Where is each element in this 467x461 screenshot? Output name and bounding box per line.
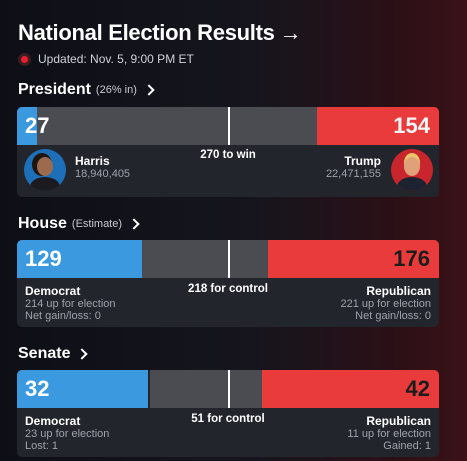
senate-dem-seats: 32 (25, 376, 50, 401)
house-control-threshold: 218 for control (188, 283, 268, 295)
page-title-text[interactable]: National Election Results (18, 20, 275, 45)
house-dem-change: Net gain/loss: 0 (25, 310, 101, 322)
senate-dem-party: Democrat (25, 414, 81, 428)
senate-rep-change: Gained: 1 (383, 440, 431, 452)
chevron-right-icon[interactable] (128, 218, 140, 230)
house-bar: 129 176 (17, 240, 439, 278)
chevron-right-icon[interactable] (76, 348, 89, 360)
harris-votes: 18,940,405 (75, 168, 131, 180)
live-dot-icon (18, 52, 31, 66)
house-rep-change: Net gain/loss: 0 (355, 310, 431, 322)
house-label[interactable]: House (18, 215, 67, 232)
house-card[interactable]: 129 176 Democrat 214 up for election Net… (17, 240, 439, 327)
reporting-percent: (26% in) (95, 84, 137, 96)
trump-votes: 22,471,155 (325, 168, 381, 180)
house-dem-party: Democrat (25, 284, 81, 298)
threshold-marker (228, 370, 230, 408)
president-card[interactable]: 27 154 Harris 18,940,405 270 to win Trum… (17, 107, 439, 197)
house-estimate-label: (Estimate) (71, 218, 123, 230)
updated-text: Updated: Nov. 5, 9:00 PM ET (38, 52, 194, 66)
senate-rep-up: 11 up for election (347, 428, 431, 440)
house-rep-party: Republican (366, 284, 431, 298)
dem-bar-fill (17, 107, 37, 145)
harris-name: Harris (75, 154, 110, 168)
threshold-marker (228, 107, 230, 145)
trump-avatar (391, 149, 433, 191)
senate-label[interactable]: Senate (18, 345, 71, 362)
president-section-link[interactable]: President (26% in) (18, 81, 155, 99)
page-header: National Election Results → Updated: Nov… (18, 20, 302, 66)
senate-dem-change: Lost: 1 (25, 440, 59, 452)
chevron-right-icon[interactable] (143, 84, 155, 96)
president-label[interactable]: President (18, 81, 91, 98)
rep-bar-fill (317, 107, 439, 145)
senate-section-link[interactable]: Senate (18, 345, 89, 363)
president-bar: 27 154 (17, 107, 439, 145)
bar-divider (148, 370, 150, 408)
trump-name: Trump (344, 154, 381, 168)
dem-bar-fill (17, 370, 148, 408)
page-title[interactable]: National Election Results → (18, 20, 302, 46)
senate-rep-seats: 42 (405, 376, 430, 401)
house-section-link[interactable]: House (Estimate) (18, 215, 140, 233)
house-dem-up: 214 up for election (25, 298, 116, 310)
win-threshold-label: 270 to win (200, 149, 256, 161)
senate-bar: 32 42 (17, 370, 439, 408)
house-rep-seats: 176 (393, 246, 430, 271)
updated-status: Updated: Nov. 5, 9:00 PM ET (18, 52, 301, 66)
senate-control-threshold: 51 for control (191, 413, 265, 425)
harris-electoral-votes: 27 (25, 113, 50, 138)
dem-bar-fill (17, 240, 142, 278)
senate-dem-up: 23 up for election (25, 428, 110, 440)
rep-bar-fill (262, 370, 439, 408)
house-rep-up: 221 up for election (340, 298, 431, 310)
president-candidates: Harris 18,940,405 270 to win Trump 22,47… (17, 145, 439, 193)
house-dem-seats: 129 (25, 246, 62, 271)
senate-rep-party: Republican (366, 414, 431, 428)
trump-electoral-votes: 154 (393, 113, 430, 138)
senate-details: Democrat 23 up for election Lost: 1 51 f… (17, 408, 439, 454)
threshold-marker (228, 240, 230, 278)
senate-card[interactable]: 32 42 Democrat 23 up for election Lost: … (17, 370, 439, 457)
harris-avatar (24, 149, 66, 191)
rep-bar-fill (268, 240, 439, 278)
house-details: Democrat 214 up for election Net gain/lo… (17, 278, 439, 324)
arrow-right-icon[interactable]: → (279, 20, 302, 45)
